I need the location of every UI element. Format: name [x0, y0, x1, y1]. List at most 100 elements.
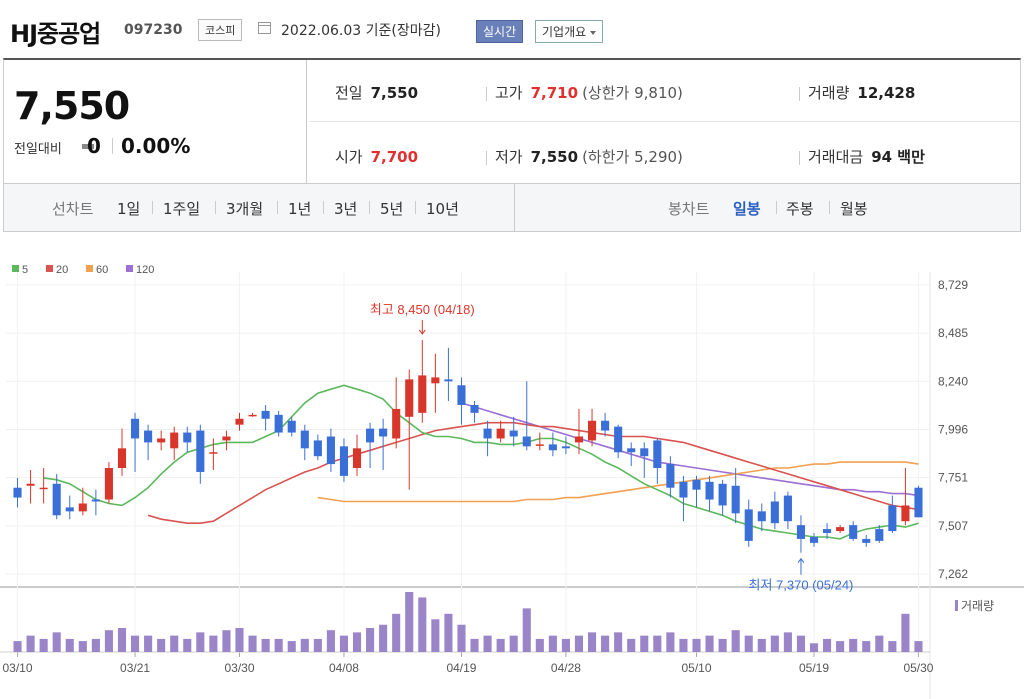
volume: 거래량 12,428	[799, 82, 915, 103]
volume-bar	[601, 635, 610, 652]
y-tick-label: 7,507	[938, 519, 968, 533]
candle-body	[509, 430, 518, 437]
volume-bar	[744, 635, 753, 652]
volume-bar	[405, 592, 414, 652]
candle-body	[170, 432, 179, 449]
change-label: 전일대비	[14, 142, 62, 157]
volume-bar	[366, 628, 375, 652]
candle-body	[431, 377, 440, 384]
candle-body	[235, 418, 244, 425]
candle-chart-label: 봉차트	[668, 200, 710, 218]
volume-bar	[209, 635, 218, 652]
volume-bar	[300, 638, 309, 652]
candle-body	[366, 428, 375, 443]
tab-3m[interactable]: 3개월	[226, 200, 264, 218]
volume-bar	[339, 635, 349, 652]
tab-5y[interactable]: 5년	[380, 200, 404, 218]
volume-bar	[457, 624, 466, 652]
candle-body	[601, 420, 610, 431]
tab-1y[interactable]: 1년	[288, 200, 312, 218]
candle-body	[117, 448, 127, 469]
ma120-line	[461, 402, 919, 497]
y-tick-label: 8,485	[938, 326, 968, 340]
tab-1d[interactable]: 1일	[117, 200, 141, 218]
volume-bar	[352, 632, 362, 652]
volume-bar	[483, 635, 492, 652]
volume-bar	[627, 638, 636, 652]
low-price: 저가 7,550 (하한가 5,290)	[486, 146, 683, 167]
candle-body	[287, 420, 296, 433]
divider	[309, 121, 1020, 122]
flat-icon	[82, 144, 94, 149]
tab-weekly[interactable]: 주봉	[786, 200, 814, 218]
y-tick-label: 7,751	[938, 471, 968, 485]
candle-body	[614, 426, 623, 453]
company-overview-dropdown[interactable]: 기업개요	[535, 20, 604, 43]
volume-bar	[640, 635, 649, 652]
candle-body	[418, 375, 427, 413]
tab-1w[interactable]: 1주일	[163, 200, 201, 218]
volume-bar	[679, 638, 688, 652]
volume-bar	[731, 630, 740, 652]
y-tick-label: 7,996	[938, 423, 968, 437]
volume-bar	[39, 638, 48, 652]
volume-bar	[13, 641, 22, 652]
volume-bar	[705, 635, 714, 652]
basis-date: 2022.06.03 기준(장마감)	[281, 23, 441, 39]
candle-body	[496, 428, 505, 439]
x-tick-label: 03/10	[3, 661, 33, 675]
divider	[112, 138, 113, 154]
volume-bar	[235, 628, 244, 652]
x-tick-label: 04/28	[551, 661, 581, 675]
candle-body	[313, 440, 322, 457]
min-arrowhead	[797, 557, 805, 564]
candle-body	[248, 414, 257, 417]
realtime-button[interactable]: 실시간	[476, 20, 524, 43]
volume-bar	[522, 608, 531, 652]
tab-daily[interactable]: 일봉	[733, 200, 761, 218]
volume-bar	[548, 635, 557, 652]
current-price: 7,550	[14, 84, 130, 128]
legend-swatch	[46, 265, 53, 272]
volume-bar	[144, 635, 153, 652]
candle-body	[274, 414, 283, 433]
candle-body	[483, 428, 492, 439]
legend-label: 120	[136, 264, 154, 276]
x-tick-label: 05/10	[681, 661, 711, 675]
volume-bar	[718, 638, 727, 652]
candle-body	[875, 529, 884, 541]
high-price: 고가 7,710 (상한가 9,810)	[486, 82, 683, 103]
candle-body	[796, 525, 806, 539]
x-tick-label: 05/19	[799, 661, 829, 675]
x-tick-label: 03/21	[120, 661, 150, 675]
tab-10y[interactable]: 10년	[426, 200, 459, 218]
candle-body	[653, 440, 662, 469]
divider	[306, 60, 307, 183]
volume-bar	[287, 641, 296, 652]
legend-label: 60	[96, 264, 108, 276]
tab-3y[interactable]: 3년	[334, 200, 358, 218]
candle-body	[13, 487, 22, 498]
legend-swatch	[86, 265, 93, 272]
candle-body	[535, 444, 544, 446]
volume-legend-swatch	[955, 600, 958, 611]
candlestick-chart[interactable]: 8,729 8,485 8,240 7,996 7,751 7,507 7,262 03/10…	[0, 232, 1024, 699]
volume-bar	[418, 597, 427, 652]
tab-monthly[interactable]: 월봉	[840, 200, 868, 218]
candle-body	[770, 501, 779, 524]
x-tick-label: 05/30	[903, 661, 933, 675]
candle-body	[352, 448, 362, 469]
y-tick-label: 8,729	[938, 278, 968, 292]
volume-bar	[65, 638, 74, 652]
candle-body	[339, 446, 349, 476]
volume-bar	[561, 638, 570, 652]
candle-body	[901, 505, 910, 522]
chart-period-tabs: 선차트 1일 1주일 3개월 1년 3년 5년 10년 봉차트 일봉 주봉 월봉	[3, 184, 1021, 232]
candle-body	[104, 468, 113, 500]
candle-body	[809, 536, 819, 543]
candle-body	[65, 507, 74, 512]
candle-body	[587, 420, 597, 441]
volume-bar	[666, 632, 675, 652]
max-arrowhead	[418, 329, 426, 335]
candle-body	[392, 408, 401, 439]
